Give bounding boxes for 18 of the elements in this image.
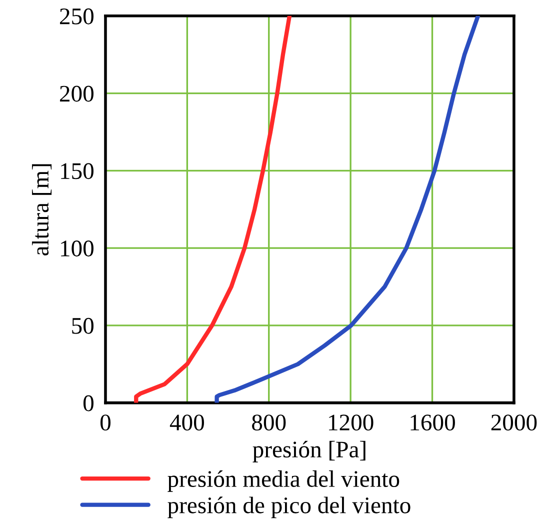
legend-label: presión media del viento <box>168 470 400 492</box>
x-tick-label: 1600 <box>410 414 455 431</box>
x-tick-label: 1200 <box>329 414 374 431</box>
x-tick-label: 0 <box>100 414 110 431</box>
y-tick-label: 150 <box>61 163 94 180</box>
line-series <box>214 16 480 403</box>
x-tick-label: 800 <box>252 414 286 431</box>
y-tick-label: 100 <box>61 240 94 256</box>
x-tick-label: 2000 <box>491 414 537 431</box>
x-tick-label: 400 <box>170 414 204 431</box>
y-tick-label: 200 <box>60 86 94 102</box>
y-axis-title: altura [m] <box>32 164 52 256</box>
y-tick-label: 250 <box>60 8 94 24</box>
line-series <box>134 16 292 403</box>
legend-label: presión de pico del viento <box>168 496 410 518</box>
y-tick-label: 0 <box>83 395 94 412</box>
y-tick-label: 50 <box>72 318 94 334</box>
x-axis-title: presión [Pa] <box>252 440 366 462</box>
